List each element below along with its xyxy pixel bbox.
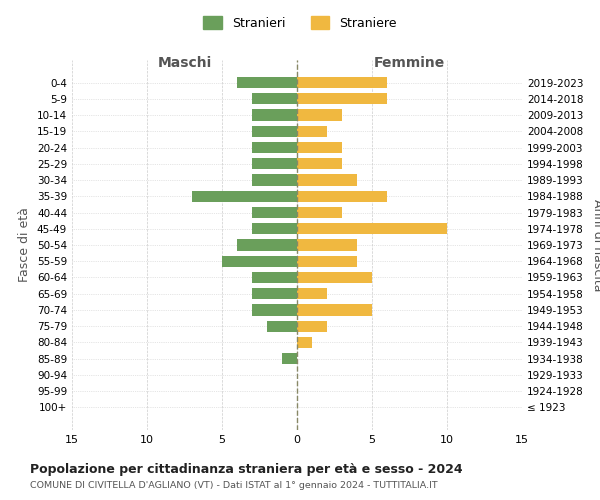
Bar — [297, 142, 342, 153]
Y-axis label: Anni di nascita: Anni di nascita — [592, 198, 600, 291]
Bar — [297, 126, 327, 137]
Bar — [297, 304, 372, 316]
Bar — [252, 174, 297, 186]
Bar — [222, 256, 297, 267]
Bar — [297, 110, 342, 120]
Bar — [297, 158, 342, 170]
Bar — [297, 77, 387, 88]
Bar — [252, 110, 297, 120]
Bar — [252, 288, 297, 300]
Bar — [297, 288, 327, 300]
Text: Popolazione per cittadinanza straniera per età e sesso - 2024: Popolazione per cittadinanza straniera p… — [30, 462, 463, 475]
Bar — [297, 190, 387, 202]
Bar — [252, 304, 297, 316]
Y-axis label: Fasce di età: Fasce di età — [19, 208, 31, 282]
Bar — [297, 223, 447, 234]
Bar — [237, 240, 297, 250]
Bar — [252, 142, 297, 153]
Text: COMUNE DI CIVITELLA D'AGLIANO (VT) - Dati ISTAT al 1° gennaio 2024 - TUTTITALIA.: COMUNE DI CIVITELLA D'AGLIANO (VT) - Dat… — [30, 481, 437, 490]
Bar — [297, 207, 342, 218]
Bar — [252, 158, 297, 170]
Bar — [297, 240, 357, 250]
Bar — [297, 93, 387, 104]
Bar — [297, 256, 357, 267]
Bar — [252, 223, 297, 234]
Text: Femmine: Femmine — [374, 56, 445, 70]
Bar — [297, 337, 312, 348]
Bar — [192, 190, 297, 202]
Bar — [267, 320, 297, 332]
Text: Maschi: Maschi — [157, 56, 212, 70]
Legend: Stranieri, Straniere: Stranieri, Straniere — [198, 11, 402, 35]
Bar — [252, 126, 297, 137]
Bar — [297, 174, 357, 186]
Bar — [297, 320, 327, 332]
Bar — [252, 207, 297, 218]
Bar — [252, 93, 297, 104]
Bar — [282, 353, 297, 364]
Bar — [237, 77, 297, 88]
Bar — [252, 272, 297, 283]
Bar — [297, 272, 372, 283]
